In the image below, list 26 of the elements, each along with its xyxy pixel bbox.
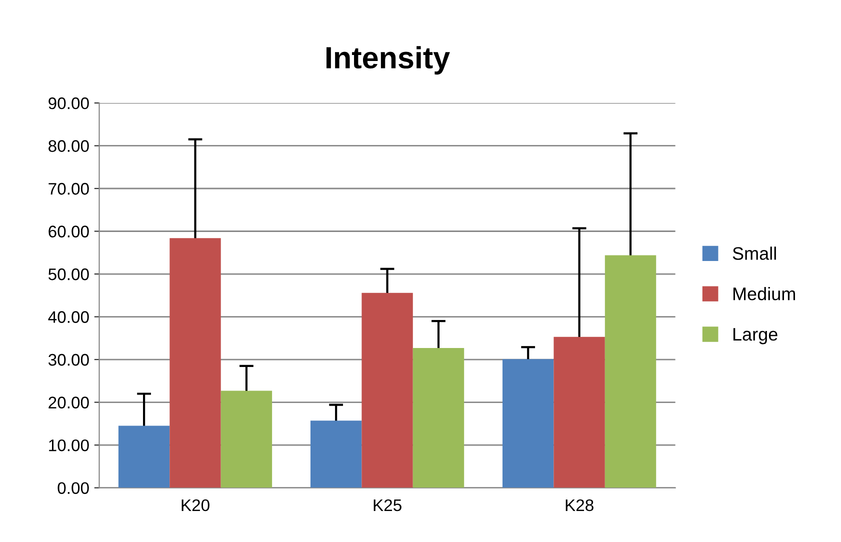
bar bbox=[604, 255, 656, 488]
bar bbox=[310, 420, 362, 488]
bar bbox=[220, 390, 272, 488]
y-tick-label: 0.00 bbox=[58, 482, 89, 494]
y-tick-label: 80.00 bbox=[48, 140, 89, 152]
y-tick-label: 30.00 bbox=[48, 354, 89, 366]
x-tick-label: K20 bbox=[182, 499, 210, 512]
y-tick-label: 60.00 bbox=[48, 226, 89, 238]
y-tick-label: 50.00 bbox=[48, 268, 89, 280]
bar bbox=[362, 292, 413, 488]
bar bbox=[502, 359, 554, 488]
chart-title: Intensity bbox=[326, 46, 450, 75]
y-tick-label: 10.00 bbox=[49, 439, 89, 452]
y-tick-label: 90.00 bbox=[48, 97, 89, 110]
y-tick-label: 70.00 bbox=[48, 182, 89, 195]
legend-label: Medium bbox=[733, 287, 796, 300]
legend-label: Large bbox=[733, 328, 778, 344]
y-tick-label: 20.00 bbox=[48, 396, 89, 408]
x-tick-label: K25 bbox=[374, 499, 402, 512]
x-tick-label: K28 bbox=[566, 499, 594, 512]
bar bbox=[118, 426, 170, 488]
legend-label: Small bbox=[732, 246, 776, 260]
bar bbox=[412, 348, 464, 488]
bar bbox=[170, 238, 221, 488]
y-tick-label: 40.00 bbox=[48, 311, 89, 323]
bar bbox=[554, 336, 605, 488]
